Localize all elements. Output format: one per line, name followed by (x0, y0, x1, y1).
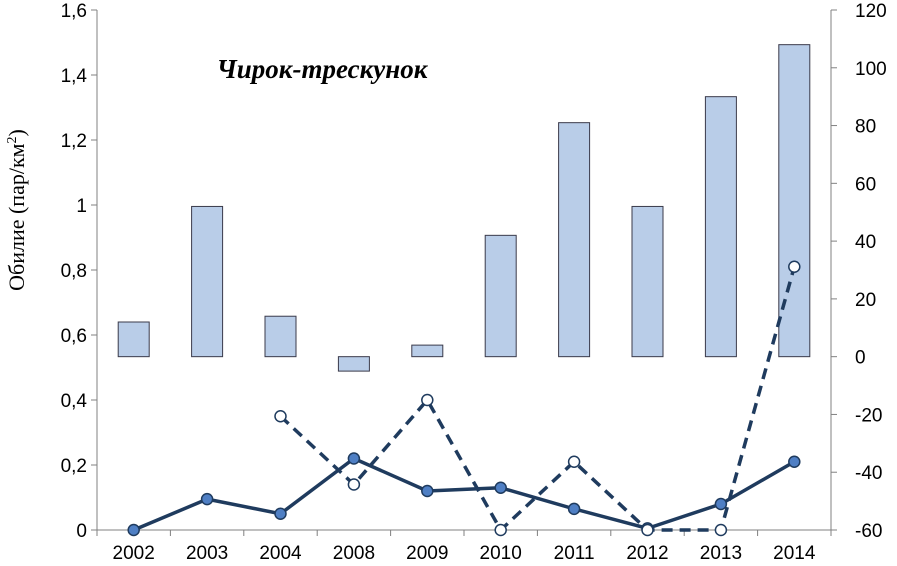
x-tick-label: 2004 (259, 543, 302, 564)
y-left-tick-label: 0,4 (61, 391, 88, 412)
y-axis-label: Обилие (пар/км2) (4, 129, 29, 291)
dashed-series-point (347, 478, 361, 491)
x-tick-label: 2003 (186, 543, 228, 564)
bar (337, 356, 370, 372)
x-tick-label: 2008 (333, 543, 375, 564)
y-left-tick-label: 1,4 (61, 66, 88, 87)
dashed-series-point (714, 523, 728, 537)
solid-series-point (127, 523, 140, 537)
y-left-tick-label: 0,6 (61, 326, 87, 347)
y-left-tick-label: 1,6 (61, 1, 87, 22)
bar (631, 205, 664, 358)
y-left-tick-label: 1,2 (61, 131, 87, 152)
y-right-tick-label: 120 (855, 1, 887, 22)
y-left-tick-label: 0 (76, 521, 87, 542)
solid-series-point (274, 507, 287, 520)
dashed-series-line (279, 266, 796, 532)
y-right-tick-label: 40 (855, 232, 876, 253)
dashed-series-point (274, 410, 287, 423)
y-left-tick-label: 1 (76, 196, 87, 217)
dashed-series-point (567, 455, 581, 468)
dashed-series-point (788, 260, 801, 273)
solid-series-point (200, 492, 214, 506)
x-tick-label: 2011 (554, 543, 595, 564)
x-tick-label: 2002 (113, 543, 155, 564)
x-tick-label: 2013 (700, 543, 742, 564)
bar (484, 234, 517, 358)
y-right-tick-label: 60 (855, 174, 876, 195)
dashed-series-point (494, 523, 507, 537)
y-right-tick-label: 20 (855, 290, 876, 311)
x-tick-label: 2010 (480, 543, 522, 564)
bar (411, 344, 444, 358)
x-tick-label: 2009 (406, 543, 448, 564)
y-right-tick-label: 100 (855, 59, 887, 80)
y-right-tick-label: -20 (855, 405, 882, 426)
chart-title: Чирок-трескунок (217, 54, 429, 84)
dashed-series-point (421, 393, 434, 407)
solid-series-point (788, 455, 801, 468)
solid-series-line (133, 456, 796, 532)
bar (704, 96, 737, 358)
x-tick-label: 2012 (626, 543, 668, 564)
line-series (127, 260, 801, 537)
solid-series-point (494, 481, 507, 494)
y-right-tick-label: 80 (855, 117, 876, 138)
bar (191, 205, 224, 358)
solid-series-point (714, 497, 728, 511)
solid-series-point (421, 484, 434, 498)
solid-series-point (347, 452, 361, 465)
y-right-tick-label: 0 (855, 348, 866, 369)
y-left-tick-label: 0,8 (61, 261, 87, 282)
y-left-tick-label: 0,2 (61, 456, 87, 477)
y-right-tick-label: -40 (855, 463, 882, 484)
solid-series-point (567, 502, 581, 516)
bar (117, 321, 150, 358)
y-right-tick-label: -60 (855, 521, 882, 542)
axes: 0 0,2 0,4 0,6 0,8 1 1,2 1,4 1,6 -60 -40 -20 0 20 40 60 8… (61, 1, 887, 564)
bar (264, 315, 297, 358)
x-tick-label: 2014 (773, 543, 816, 564)
bar-series (117, 44, 811, 372)
dashed-series-point (641, 523, 654, 537)
bar (558, 122, 591, 358)
